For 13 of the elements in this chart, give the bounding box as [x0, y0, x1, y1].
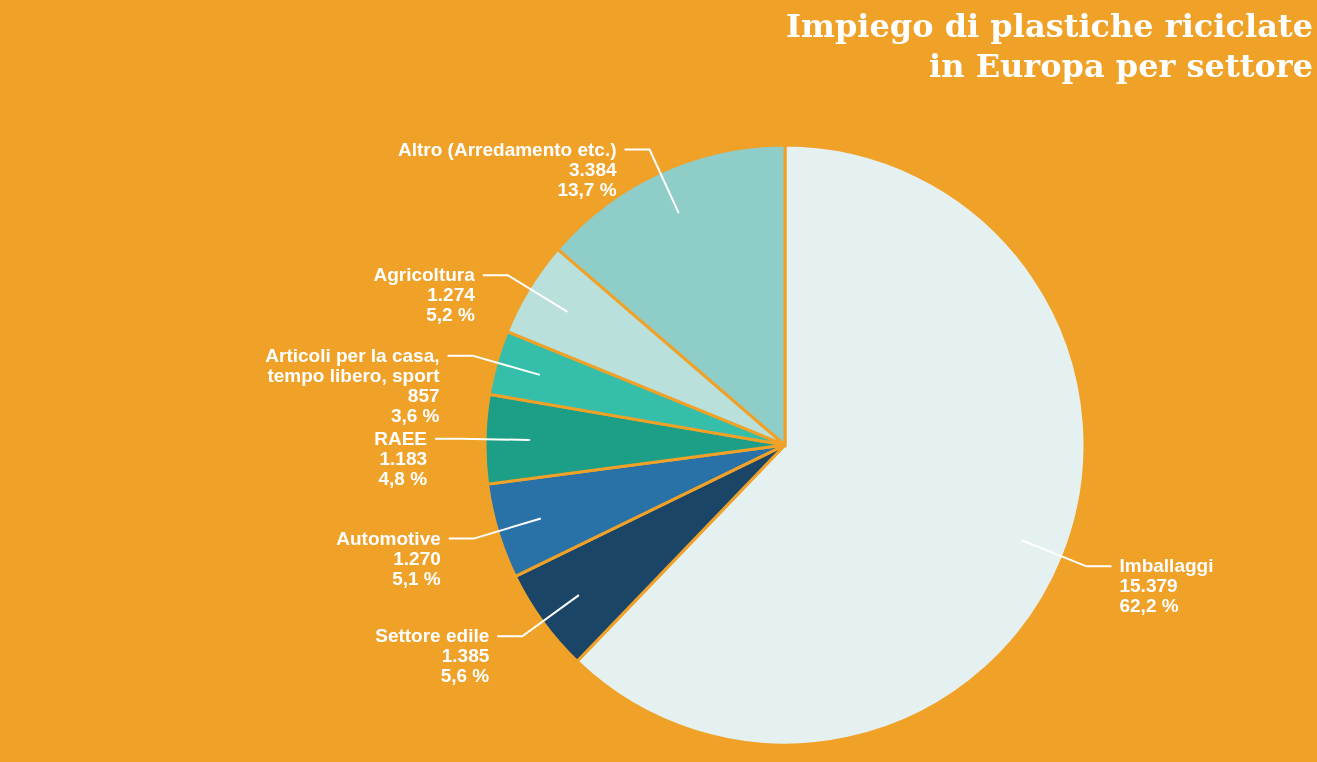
data-label: 1.274 5,2 % [426, 284, 476, 326]
data-label: 1.270 5,1 % [392, 547, 441, 589]
slice-label: Agricoltura [373, 264, 476, 286]
data-label: 1.183 4,8 % [378, 447, 428, 489]
slice-label: Imballaggi [1119, 555, 1214, 577]
data-label: 1.385 5,6 % [440, 645, 490, 687]
slice-label: Altro (Arredamento etc.) [398, 138, 617, 160]
data-label: 15.379 62,2 % [1119, 575, 1179, 617]
slice-label: Automotive [336, 527, 441, 549]
slice-label: Settore edile [375, 625, 490, 647]
chart-title: Impiego di plastiche riciclate in Europa per settore [786, 6, 1313, 86]
slice-label: RAEE [374, 427, 428, 449]
slice-label: Articoli per la casa, tempo libero, sport [265, 344, 441, 386]
